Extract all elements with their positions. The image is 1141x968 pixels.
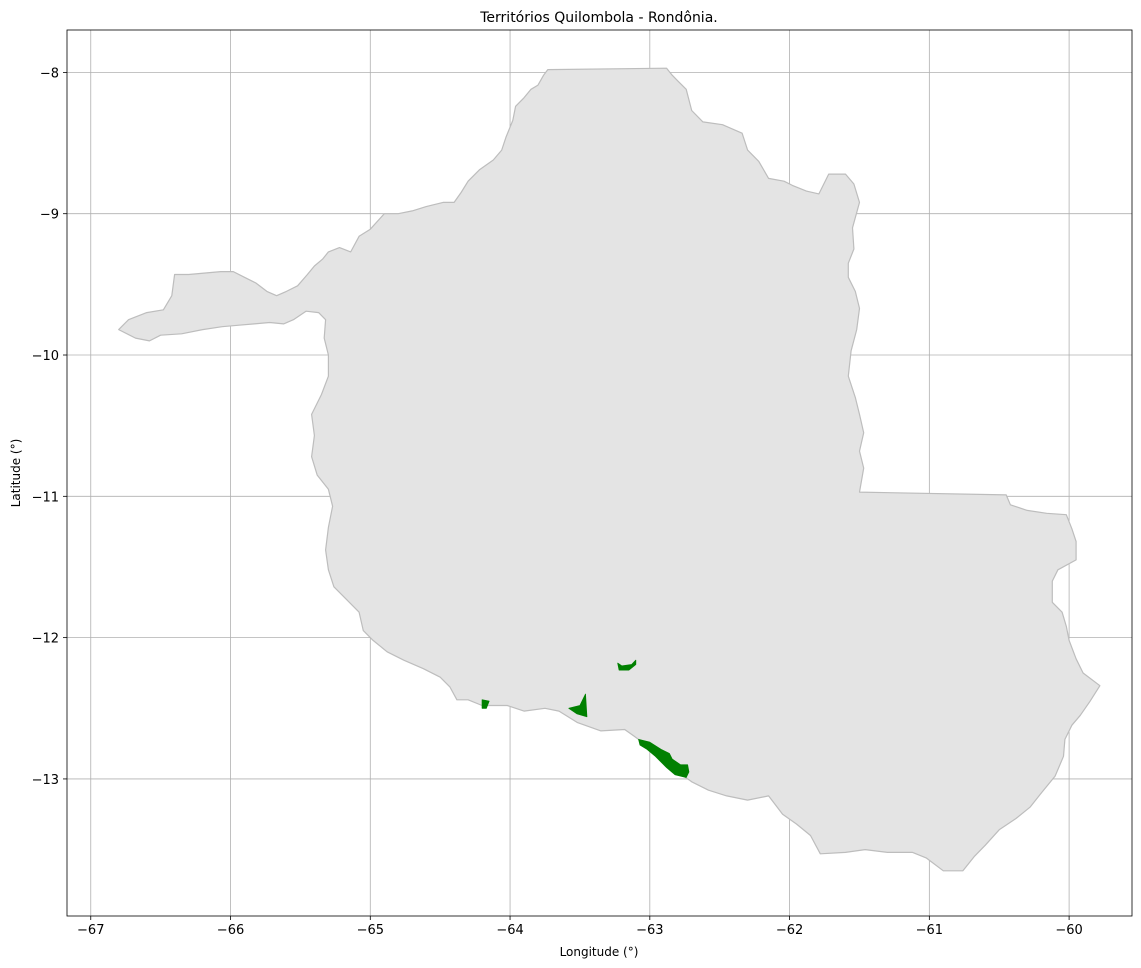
y-tick-label: −12 xyxy=(32,632,59,647)
y-tick-label: −8 xyxy=(40,66,59,81)
x-tick-label: −66 xyxy=(217,923,244,938)
y-tick-label: −10 xyxy=(32,349,59,364)
y-axis-ticks: −8 −9 −10 −11 −12 −13 xyxy=(32,66,67,788)
plot-frame xyxy=(66,29,1133,917)
x-tick-label: −64 xyxy=(496,923,523,938)
y-tick-label: −9 xyxy=(40,208,59,223)
quilombola-territory xyxy=(617,659,637,671)
x-tick-label: −62 xyxy=(776,923,803,938)
x-tick-label: −65 xyxy=(357,923,384,938)
x-axis-ticks: −67 −66 −65 −64 −63 −62 −61 −60 xyxy=(77,916,1083,938)
x-tick-label: −63 xyxy=(636,923,663,938)
chart-title: Territórios Quilombola - Rondônia. xyxy=(479,10,717,26)
x-tick-label: −61 xyxy=(916,923,943,938)
quilombola-territory xyxy=(568,693,588,718)
x-axis-label: Longitude (°) xyxy=(560,945,639,959)
y-tick-label: −11 xyxy=(32,490,59,505)
x-tick-label: −67 xyxy=(77,923,104,938)
quilombola-territories xyxy=(481,659,690,778)
rondonia-state-shape xyxy=(118,67,1101,872)
x-tick-label: −60 xyxy=(1055,923,1082,938)
quilombola-territory xyxy=(481,699,490,709)
y-tick-label: −13 xyxy=(32,773,59,788)
y-axis-label: Latitude (°) xyxy=(9,439,23,508)
quilombola-territory xyxy=(638,739,690,778)
map-layer xyxy=(118,67,1101,872)
